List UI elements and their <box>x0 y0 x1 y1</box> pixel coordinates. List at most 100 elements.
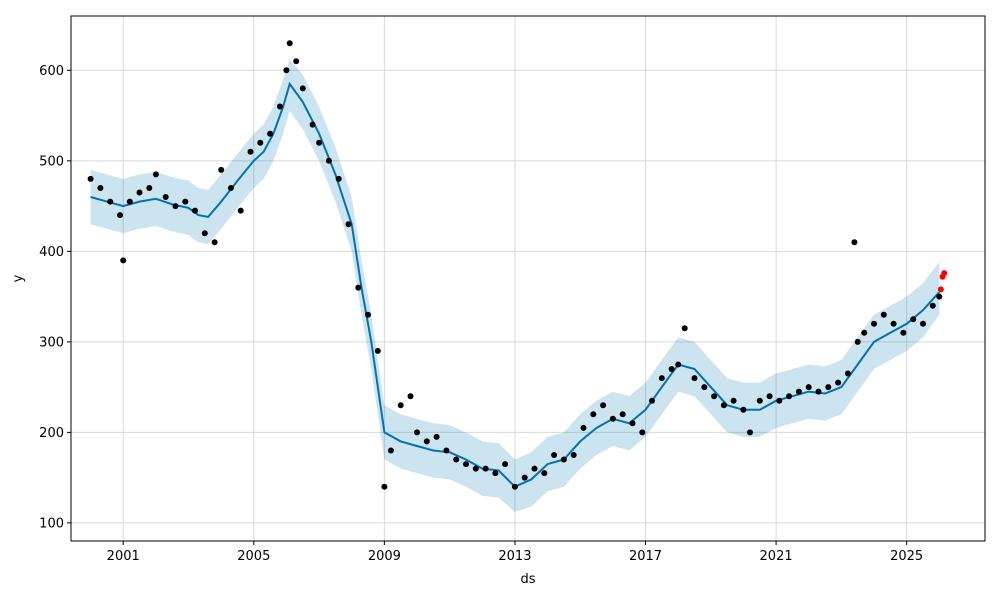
observed-point <box>325 157 332 164</box>
observed-point <box>492 470 499 477</box>
y-axis-label: y <box>11 274 26 282</box>
observed-point <box>227 185 234 191</box>
x-tick-label: 2005 <box>237 549 270 564</box>
observed-point <box>851 239 858 246</box>
y-tick-label: 500 <box>39 154 64 169</box>
observed-point <box>136 189 143 196</box>
observed-point <box>87 175 94 182</box>
observed-point <box>355 284 362 291</box>
observed-point <box>861 329 868 336</box>
observed-point <box>580 424 587 431</box>
observed-point <box>825 384 832 391</box>
observed-point <box>871 320 877 327</box>
observed-point <box>854 338 861 345</box>
observed-point <box>920 320 926 327</box>
observed-point <box>201 230 208 237</box>
observed-point <box>639 429 646 436</box>
observed-points-group <box>87 40 943 490</box>
observed-point <box>711 393 718 400</box>
observed-point <box>691 375 698 382</box>
y-tick-label: 600 <box>39 64 64 79</box>
grid-lines <box>71 16 985 541</box>
observed-point <box>936 293 943 300</box>
observed-point <box>720 402 727 409</box>
observed-point <box>560 456 567 463</box>
y-tick-label: 100 <box>39 516 64 531</box>
observed-point <box>815 388 822 395</box>
observed-point <box>365 311 371 318</box>
observed-point <box>521 474 528 481</box>
observed-point <box>414 429 420 436</box>
observed-point <box>541 470 548 477</box>
observed-point <box>381 483 388 490</box>
observed-point <box>756 397 763 404</box>
observed-point <box>407 393 414 400</box>
x-axis-ticks: 2001 2005 2009 2013 2017 2021 2025 <box>107 541 923 564</box>
observed-point <box>531 465 538 472</box>
observed-point <box>600 402 607 409</box>
observed-point <box>152 171 159 178</box>
x-tick-label: 2025 <box>890 549 923 564</box>
observed-point <box>776 397 783 404</box>
observed-point <box>126 198 133 205</box>
observed-point <box>267 130 274 137</box>
observed-point <box>730 397 737 404</box>
observed-point <box>900 329 907 336</box>
observed-point <box>335 175 342 182</box>
observed-point <box>890 320 897 327</box>
observed-point <box>786 393 793 400</box>
observed-point <box>910 316 917 323</box>
observed-point <box>740 406 747 413</box>
observed-point <box>463 461 469 468</box>
observed-point <box>247 148 254 155</box>
plot-frame <box>70 15 986 542</box>
observed-point <box>345 221 352 228</box>
x-axis-label: ds <box>520 572 535 587</box>
observed-point <box>747 429 753 436</box>
observed-point <box>453 456 460 463</box>
observed-point <box>619 411 626 418</box>
observed-point <box>276 103 283 110</box>
observed-point <box>681 325 688 332</box>
observed-point <box>675 361 682 368</box>
observed-point <box>211 239 218 246</box>
observed-point <box>844 370 851 377</box>
observed-point <box>423 438 430 445</box>
uncertainty-band <box>90 59 940 513</box>
observed-point <box>701 384 708 391</box>
observed-point <box>482 465 489 472</box>
observed-point <box>590 411 597 418</box>
observed-point <box>107 198 114 205</box>
observed-point <box>192 207 198 214</box>
observed-point <box>929 302 936 309</box>
observed-point <box>649 397 655 404</box>
future-point <box>937 286 944 293</box>
x-tick-label: 2017 <box>629 549 662 564</box>
observed-point <box>880 311 887 318</box>
observed-point <box>162 194 169 200</box>
observed-point <box>218 166 225 173</box>
observed-point <box>805 384 812 391</box>
observed-point <box>387 447 394 454</box>
observed-point <box>502 461 509 468</box>
observed-point <box>472 465 479 472</box>
observed-point <box>120 257 127 264</box>
y-axis-ticks: 100 200 300 400 500 600 <box>39 64 71 531</box>
observed-point <box>668 366 675 372</box>
observed-point <box>629 420 636 427</box>
observed-point <box>443 447 450 454</box>
observed-point <box>146 185 153 191</box>
future-point <box>941 270 948 277</box>
x-tick-label: 2009 <box>368 549 401 564</box>
observed-point <box>397 402 404 409</box>
x-tick-label: 2021 <box>760 549 793 564</box>
observed-point <box>433 433 440 440</box>
observed-point <box>293 58 300 65</box>
observed-point <box>97 185 104 191</box>
observed-point <box>374 347 381 354</box>
y-tick-label: 200 <box>39 426 64 441</box>
observed-point <box>182 198 189 205</box>
observed-point <box>795 388 802 395</box>
